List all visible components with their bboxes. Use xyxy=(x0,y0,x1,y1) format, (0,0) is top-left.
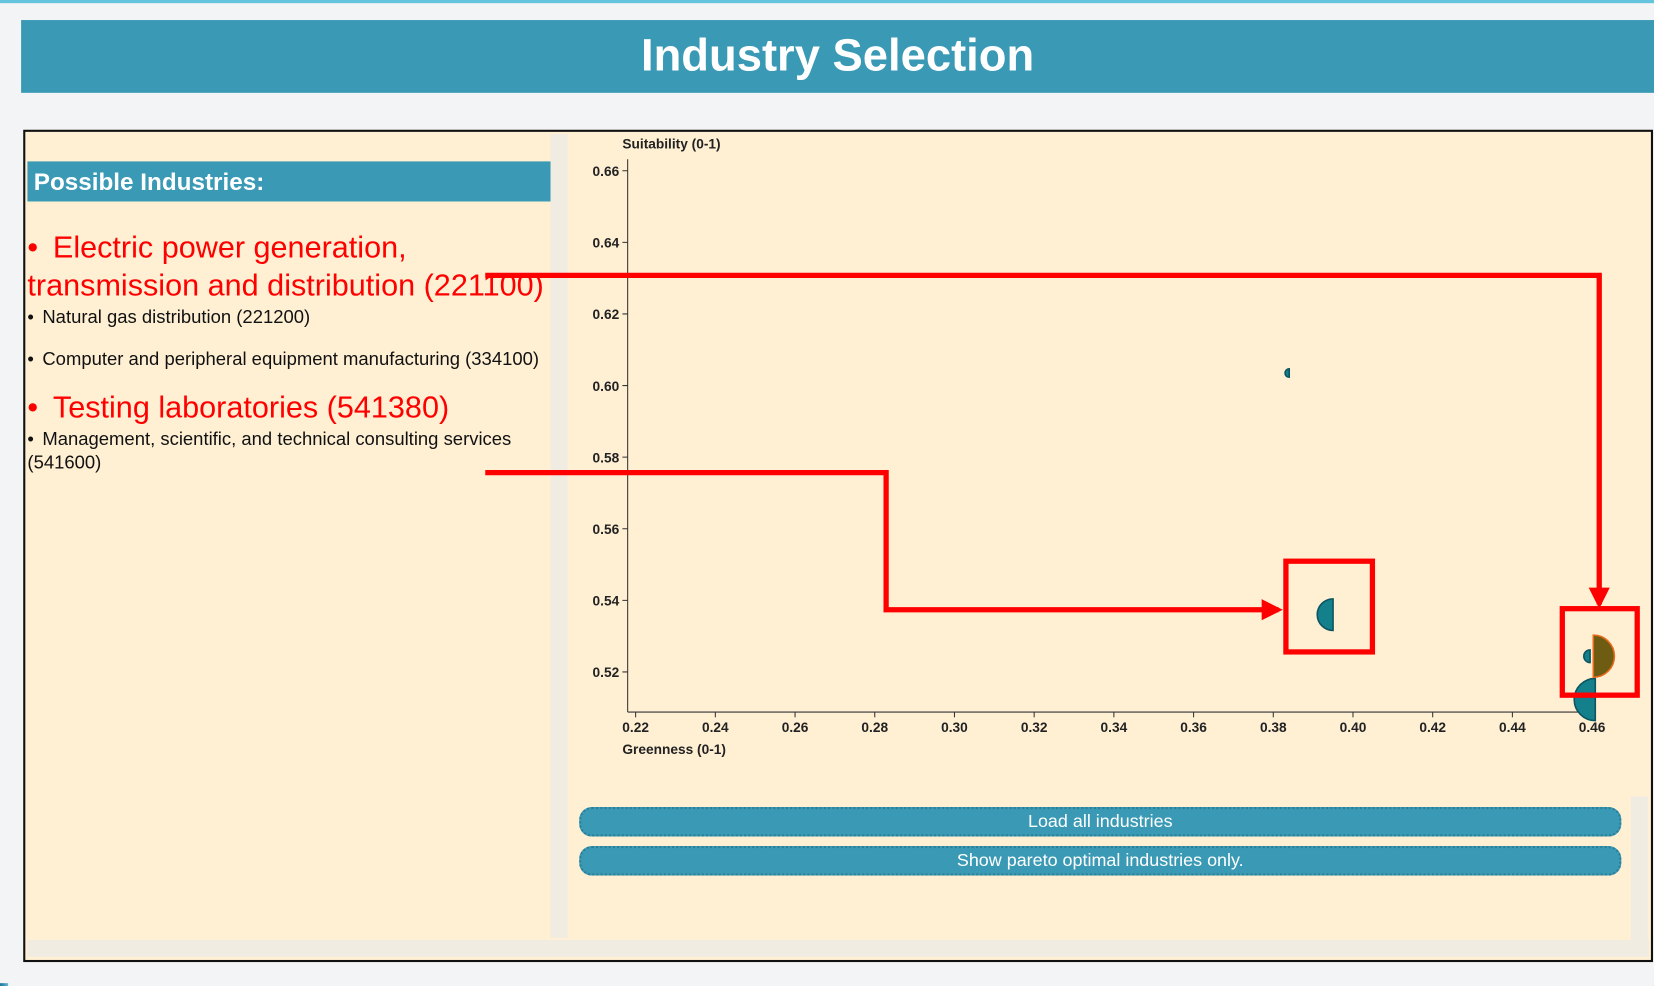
x-tick-label: 0.40 xyxy=(1340,720,1367,735)
industry-item: Management, scientific, and technical co… xyxy=(27,427,554,473)
x-tick-label: 0.32 xyxy=(1021,720,1048,735)
y-tick-label: 0.60 xyxy=(593,379,620,394)
x-tick-label: 0.36 xyxy=(1180,720,1207,735)
y-tick-label: 0.56 xyxy=(593,522,620,537)
scrollbar xyxy=(27,939,1649,957)
y-tick-label: 0.64 xyxy=(593,236,620,251)
main-panel: Possible Industries: Electric power gene… xyxy=(23,129,1654,963)
point xyxy=(1284,368,1291,379)
point xyxy=(1592,634,1616,679)
load-all-button[interactable]: Load all industries xyxy=(579,806,1622,837)
x-tick-label: 0.26 xyxy=(782,720,809,735)
industry-panel: Possible Industries: Electric power gene… xyxy=(27,134,551,941)
point xyxy=(1316,598,1334,632)
y-tick-label: 0.58 xyxy=(593,450,620,465)
x-tick-label: 0.42 xyxy=(1419,720,1446,735)
y-axis-label: Suitability (0-1) xyxy=(622,137,720,152)
scrollbar xyxy=(1630,796,1648,940)
x-tick-label: 0.24 xyxy=(702,720,729,735)
x-tick-label: 0.28 xyxy=(861,720,888,735)
x-tick-label: 0.22 xyxy=(622,720,649,735)
x-axis-label: Greenness (0-1) xyxy=(622,742,726,757)
scatter-chart: Suitability (0-1) Greenness (0-1) 0.52 0.54… xyxy=(593,137,1616,757)
header-title: Industry Selection xyxy=(21,20,1654,93)
industry-item: Natural gas distribution (221200) xyxy=(27,305,554,328)
x-tick-label: 0.30 xyxy=(941,720,968,735)
x-tick-label: 0.34 xyxy=(1101,720,1128,735)
y-tick-label: 0.62 xyxy=(593,307,620,322)
x-tick-label: 0.44 xyxy=(1499,720,1526,735)
pareto-button[interactable]: Show pareto optimal industries only. xyxy=(579,846,1622,876)
y-tick-label: 0.54 xyxy=(593,594,620,609)
panel-title: Possible Industries: xyxy=(27,161,551,202)
x-tick-label: 0.46 xyxy=(1579,720,1606,735)
industry-list: Electric power generation, transmission … xyxy=(27,229,554,493)
industry-item: Testing laboratories (541380) xyxy=(27,389,554,427)
point xyxy=(1582,649,1591,664)
x-tick-label: 0.38 xyxy=(1260,720,1287,735)
y-tick-label: 0.66 xyxy=(593,164,620,179)
scrollbar xyxy=(550,133,568,938)
point xyxy=(1573,677,1597,722)
y-tick-label: 0.52 xyxy=(593,665,620,680)
industry-item: Computer and peripheral equipment manufa… xyxy=(27,347,554,370)
industry-item: Electric power generation, transmission … xyxy=(27,229,554,305)
